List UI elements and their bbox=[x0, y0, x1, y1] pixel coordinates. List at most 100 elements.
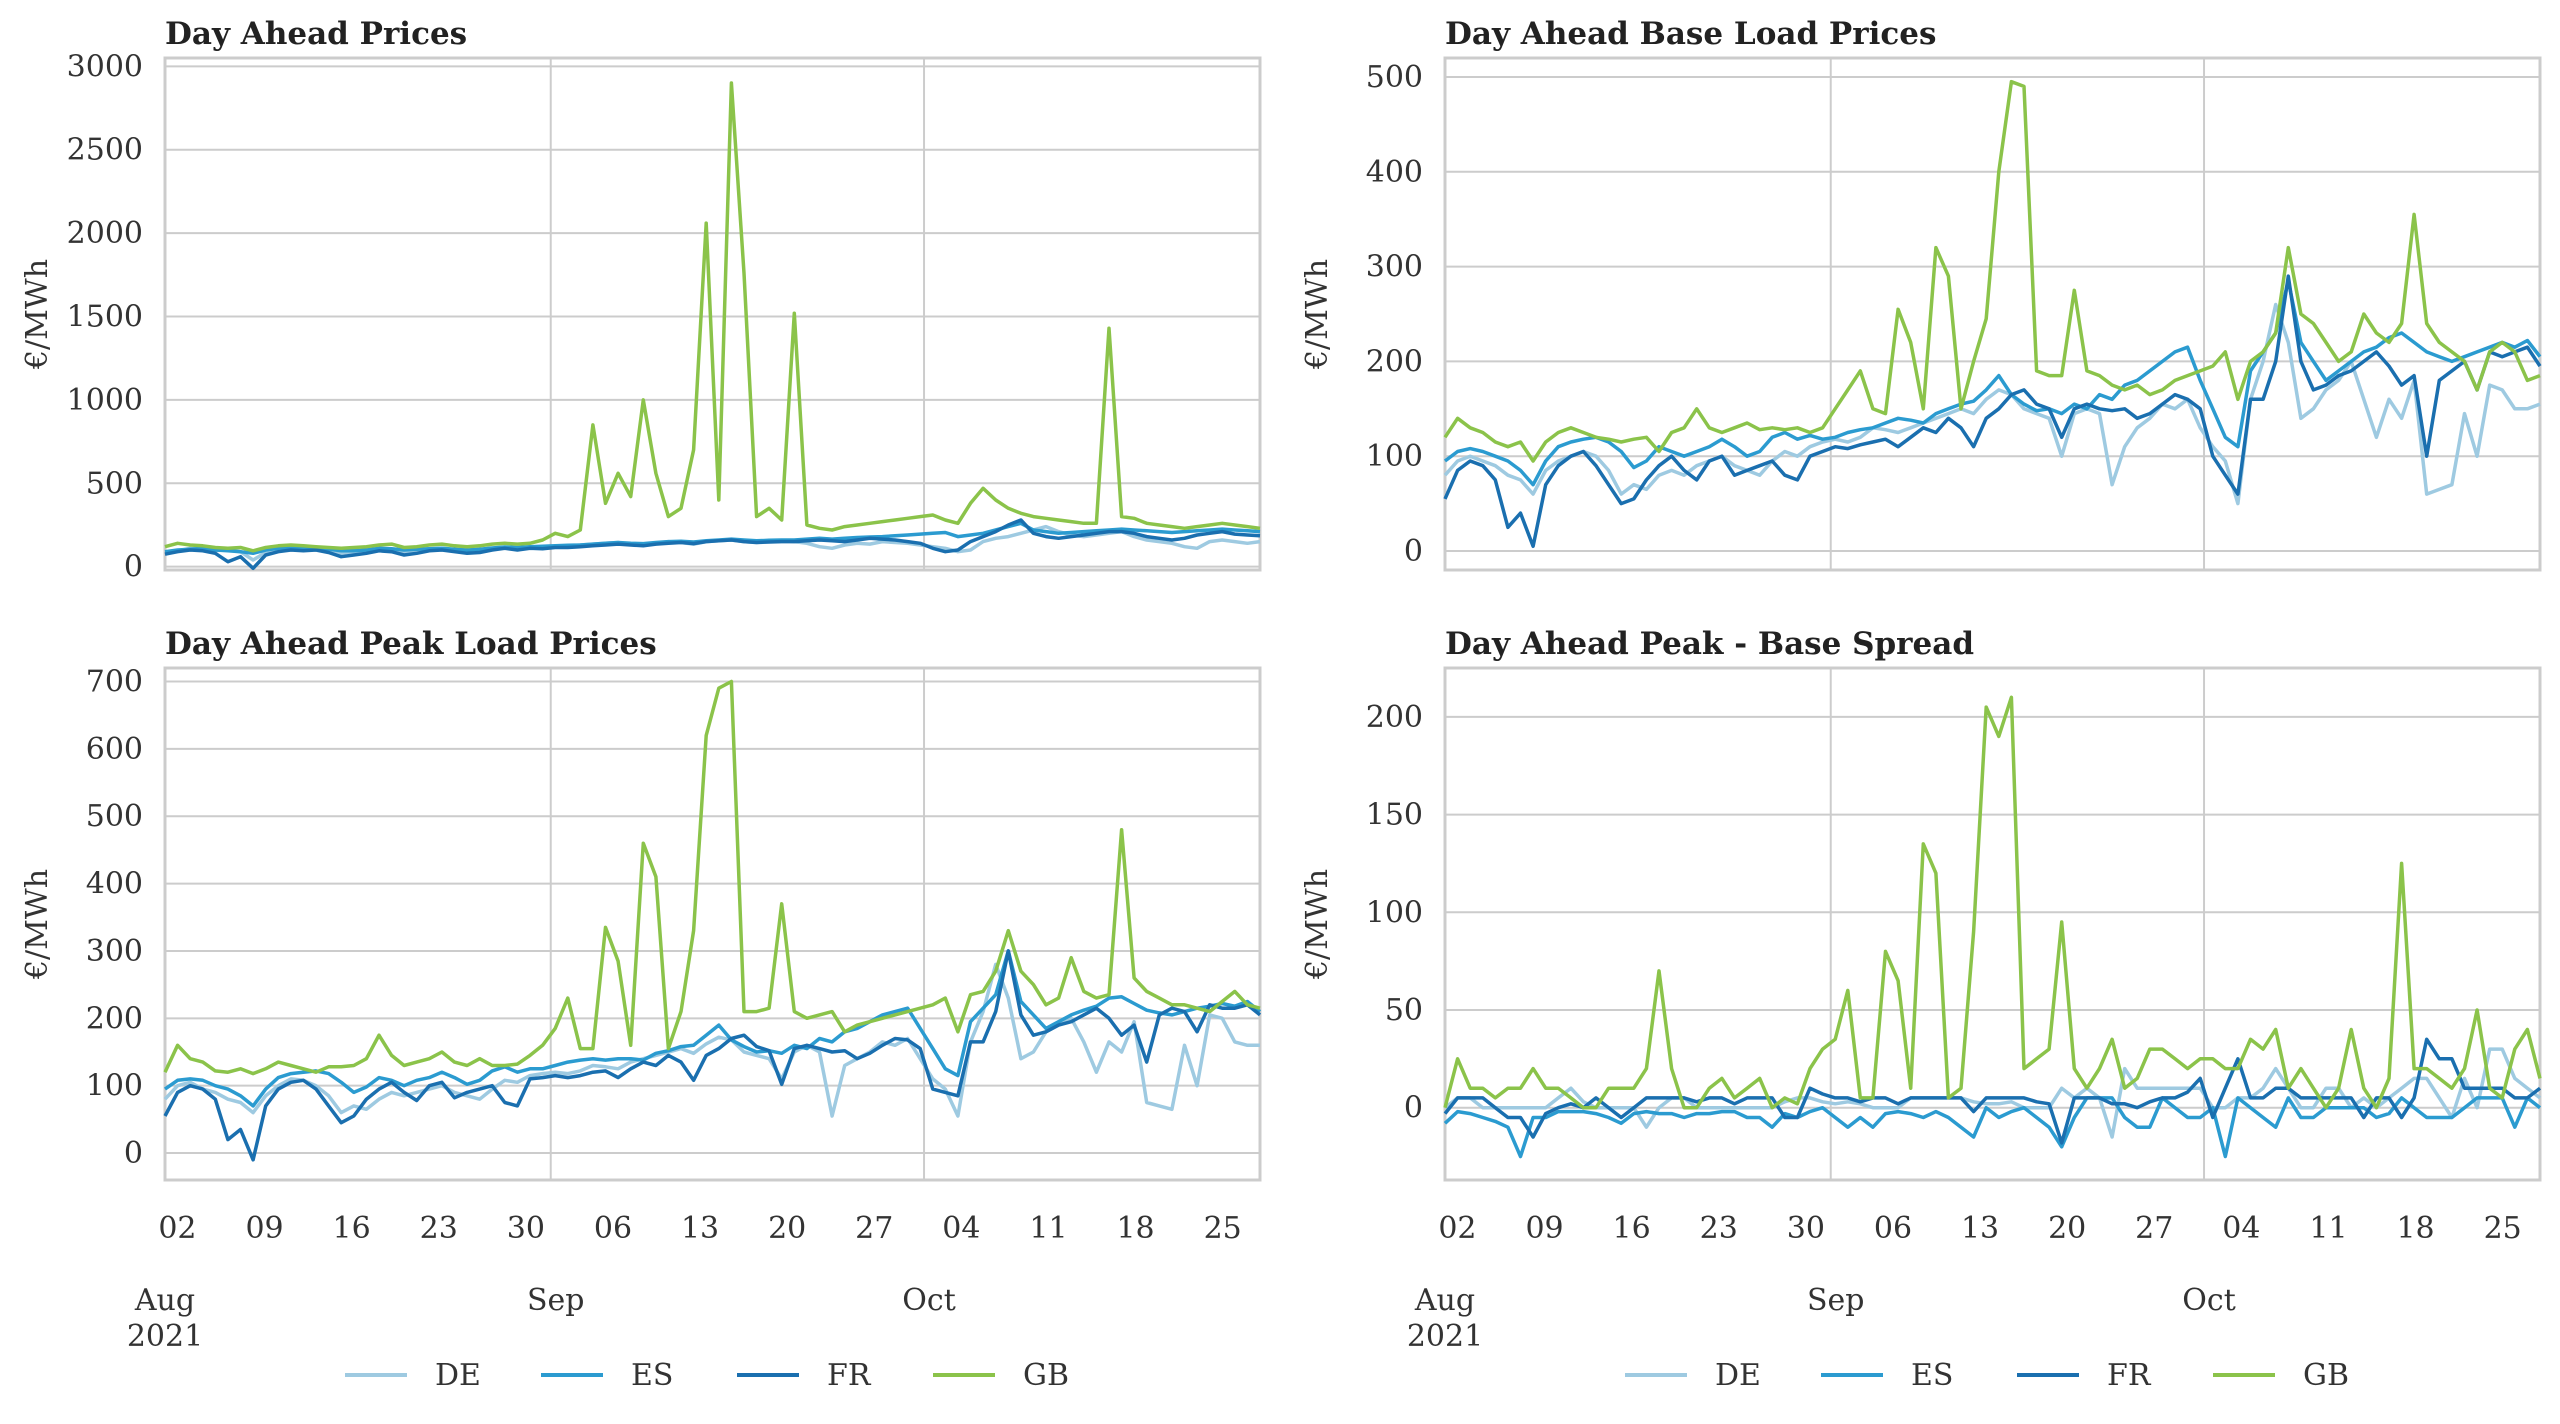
x-month-label: Sep bbox=[527, 1283, 585, 1318]
y-tick-label: 700 bbox=[86, 664, 143, 699]
panel-title: Day Ahead Prices bbox=[165, 16, 467, 52]
y-tick-label: 2500 bbox=[67, 133, 143, 168]
y-tick-label: 200 bbox=[86, 1001, 143, 1036]
x-month-label: Aug bbox=[1414, 1283, 1475, 1318]
x-tick-label: 16 bbox=[1613, 1211, 1651, 1246]
y-axis-label: €/MWh bbox=[20, 259, 55, 370]
y-tick-label: 2000 bbox=[67, 216, 143, 251]
series-line-es bbox=[1443, 279, 2542, 487]
y-tick-label: 0 bbox=[124, 550, 143, 585]
y-tick-label: 500 bbox=[86, 799, 143, 834]
x-year-label: 2021 bbox=[127, 1319, 203, 1354]
legend-swatch-de bbox=[1625, 1373, 1687, 1377]
x-tick-label: 20 bbox=[768, 1211, 806, 1246]
y-tick-label: 0 bbox=[1404, 534, 1423, 569]
x-tick-label: 18 bbox=[1116, 1211, 1154, 1246]
x-tick-label: 23 bbox=[420, 1211, 458, 1246]
x-tick-label: 06 bbox=[1874, 1211, 1912, 1246]
x-year-label: 2021 bbox=[1407, 1319, 1483, 1354]
y-tick-label: 400 bbox=[86, 867, 143, 902]
x-tick-label: 23 bbox=[1700, 1211, 1738, 1246]
y-tick-label: 200 bbox=[1366, 700, 1423, 735]
plot-frame bbox=[163, 56, 1262, 572]
legend-label-es: ES bbox=[1911, 1357, 1954, 1393]
y-tick-label: 0 bbox=[1404, 1091, 1423, 1126]
x-tick-label: 09 bbox=[1525, 1211, 1563, 1246]
legend-item-gb: GB bbox=[933, 1358, 1129, 1393]
x-tick-label: 04 bbox=[2222, 1211, 2260, 1246]
legend-item-gb: GB bbox=[2213, 1358, 2409, 1393]
x-tick-label: 13 bbox=[1961, 1211, 1999, 1246]
x-tick-label: 09 bbox=[245, 1211, 283, 1246]
y-tick-label: 200 bbox=[1366, 344, 1423, 379]
panel-1: 0 500 1000 1500 2000 2500 3000 Day Ahead Prices… bbox=[20, 16, 1262, 585]
legend-item-es: ES bbox=[1821, 1358, 2017, 1393]
series-line-fr bbox=[163, 949, 1262, 1162]
x-tick-label: 02 bbox=[158, 1211, 196, 1246]
x-tick-label: 13 bbox=[681, 1211, 719, 1246]
legend-item-es: ES bbox=[541, 1358, 737, 1393]
x-tick-label: 20 bbox=[2048, 1211, 2086, 1246]
legend-label-fr: FR bbox=[827, 1357, 871, 1393]
legend-swatch-fr bbox=[737, 1373, 799, 1377]
x-tick-label: 30 bbox=[1787, 1211, 1825, 1246]
y-tick-label: 3000 bbox=[67, 49, 143, 84]
plot-frame bbox=[1443, 56, 2542, 572]
y-tick-label: 400 bbox=[1366, 155, 1423, 190]
panel-title: Day Ahead Peak - Base Spread bbox=[1445, 626, 1974, 662]
legend-label-de: DE bbox=[435, 1357, 481, 1393]
x-tick-label: 11 bbox=[1029, 1211, 1067, 1246]
y-tick-label: 50 bbox=[1385, 993, 1423, 1028]
x-month-label: Aug bbox=[134, 1283, 195, 1318]
legend-label-gb: GB bbox=[2303, 1357, 2350, 1393]
plot-frame bbox=[1443, 666, 2542, 1182]
x-tick-label: 06 bbox=[594, 1211, 632, 1246]
y-tick-label: 0 bbox=[124, 1136, 143, 1171]
legend-label-de: DE bbox=[1715, 1357, 1761, 1393]
series-line-de bbox=[1443, 302, 2541, 506]
plot-frame bbox=[163, 666, 1262, 1182]
x-tick-label: 25 bbox=[2484, 1211, 2522, 1246]
series-line-de bbox=[1443, 1047, 2542, 1139]
legend-left: DE ES FR GB bbox=[345, 1350, 1445, 1400]
series-line-gb bbox=[1443, 79, 2541, 463]
legend-swatch-es bbox=[1821, 1373, 1883, 1377]
legend-swatch-es bbox=[541, 1373, 603, 1377]
legend-item-fr: FR bbox=[2017, 1358, 2213, 1393]
series-line-gb bbox=[1443, 695, 2542, 1110]
legend-label-fr: FR bbox=[2107, 1357, 2151, 1393]
y-tick-label: 100 bbox=[1366, 439, 1423, 474]
y-tick-label: 500 bbox=[1366, 60, 1423, 95]
legend-item-de: DE bbox=[345, 1358, 541, 1393]
legend-swatch-gb bbox=[2213, 1373, 2275, 1377]
x-month-label: Sep bbox=[1807, 1283, 1865, 1318]
panel-3: 0 100 200 300 400 500 600 700 Day Ahead Peak Loa… bbox=[20, 626, 1262, 1354]
x-tick-label: 11 bbox=[2309, 1211, 2347, 1246]
x-tick-label: 27 bbox=[855, 1211, 893, 1246]
series-line-de bbox=[163, 962, 1260, 1118]
series-line-fr bbox=[1443, 1037, 2542, 1145]
y-axis-label: €/MWh bbox=[1300, 259, 1335, 370]
x-tick-label: 02 bbox=[1438, 1211, 1476, 1246]
x-tick-label: 25 bbox=[1204, 1211, 1242, 1246]
series-line-gb bbox=[163, 679, 1261, 1076]
series-line-es bbox=[163, 949, 1262, 1108]
legend-swatch-fr bbox=[2017, 1373, 2079, 1377]
y-tick-label: 600 bbox=[86, 732, 143, 767]
y-axis-label: €/MWh bbox=[1300, 869, 1335, 980]
panel-title: Day Ahead Base Load Prices bbox=[1445, 16, 1936, 52]
y-tick-label: 100 bbox=[1366, 895, 1423, 930]
legend-label-gb: GB bbox=[1023, 1357, 1070, 1393]
series-line-gb bbox=[164, 81, 1261, 553]
legend-label-es: ES bbox=[631, 1357, 674, 1393]
legend-item-de: DE bbox=[1625, 1358, 1821, 1393]
y-tick-label: 300 bbox=[86, 934, 143, 969]
x-month-label: Oct bbox=[2182, 1283, 2235, 1318]
legend-item-fr: FR bbox=[737, 1358, 933, 1393]
legend-swatch-gb bbox=[933, 1373, 995, 1377]
y-tick-label: 100 bbox=[86, 1069, 143, 1104]
y-tick-label: 1500 bbox=[67, 300, 143, 335]
y-tick-label: 150 bbox=[1366, 798, 1423, 833]
x-tick-label: 04 bbox=[942, 1211, 980, 1246]
x-month-label: Oct bbox=[902, 1283, 955, 1318]
